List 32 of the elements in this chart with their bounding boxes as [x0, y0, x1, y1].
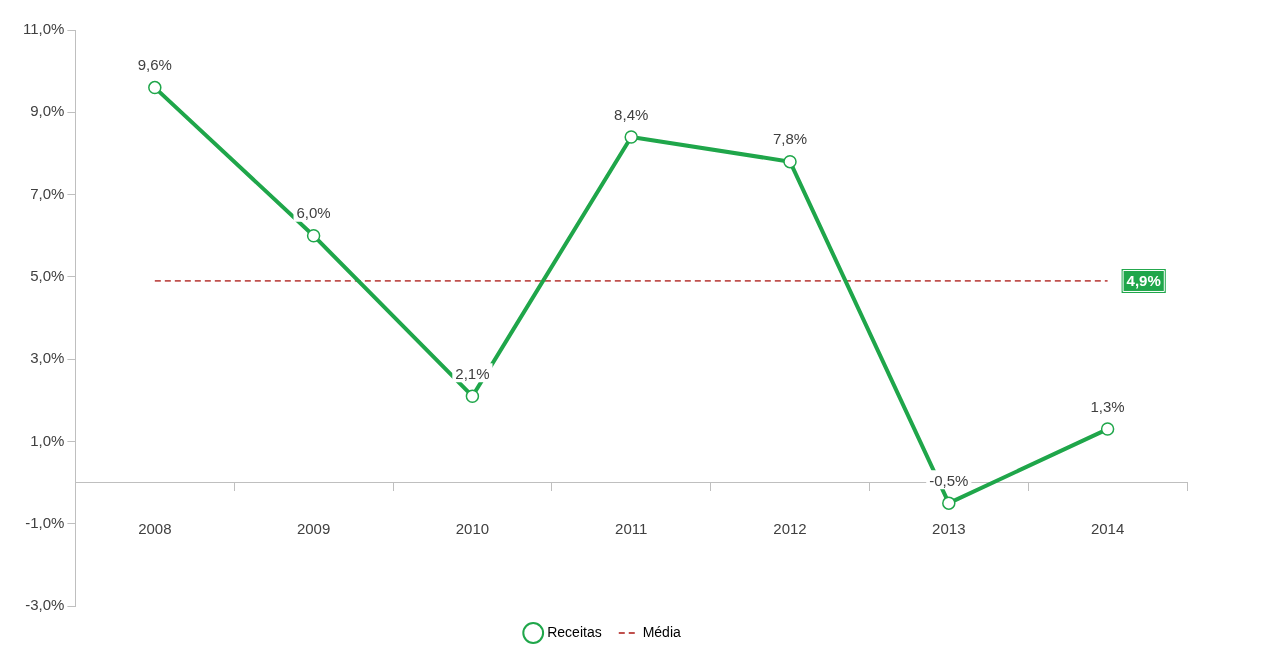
legend-label: Receitas	[547, 623, 602, 640]
data-label: 1,3%	[1090, 397, 1125, 415]
point	[1100, 422, 1115, 436]
y-tick-label: 7,0%	[30, 184, 65, 202]
x-tick-label: 2013	[932, 519, 966, 537]
y-tick-label: 5,0%	[30, 267, 65, 284]
y-tick-label: 3,0%	[30, 349, 65, 367]
data-label: 7,8%	[772, 130, 808, 148]
data-label: 9,6%	[137, 56, 172, 74]
y-tick-label: -1,0%	[25, 513, 65, 531]
x-tick-label: 2012	[773, 519, 807, 537]
y-tick-label: 1,0%	[30, 431, 65, 449]
point	[465, 389, 480, 403]
x-tick-label: 2014	[1090, 519, 1125, 537]
data-label: -0,5%	[929, 471, 969, 489]
legend-label: Média	[642, 623, 682, 640]
x-tick-label: 2010	[455, 519, 490, 537]
data-label: 4,9%	[1126, 272, 1161, 290]
x-tick-label: 2008	[138, 519, 172, 537]
y-tick-label: -3,0%	[25, 596, 65, 614]
point	[306, 228, 321, 243]
y-tick-label: 11,0%	[23, 20, 65, 38]
x-tick-label: 2011	[615, 519, 648, 537]
data-label: 8,4%	[614, 105, 649, 123]
y-tick-label: 9,0%	[30, 102, 65, 120]
x-tick-label: 2009	[296, 519, 331, 537]
point	[624, 130, 638, 144]
point	[783, 154, 797, 169]
point	[942, 496, 956, 510]
data-label: 2,1%	[455, 364, 490, 382]
data-label: 6,0%	[296, 204, 331, 222]
point	[148, 80, 162, 95]
